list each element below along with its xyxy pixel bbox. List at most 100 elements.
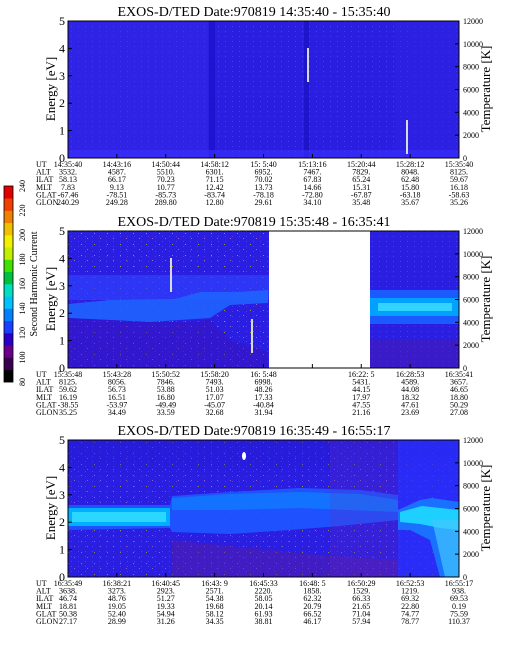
table-cell: 54.38 [206, 594, 224, 603]
table-cell: 1529. [352, 587, 370, 596]
table-cell: 1219. [401, 587, 419, 596]
table-cell: 15:35:48 [54, 370, 82, 379]
table-cell: 34.49 [108, 408, 126, 417]
panel-3-ylabel: Energy [eV] [43, 476, 58, 540]
panel-3-y2label: Temperature [K] [478, 465, 493, 552]
table-cell: 32.68 [206, 408, 224, 417]
table-cell: 15: 5:40 [250, 160, 276, 169]
ytick-label: 0 [59, 151, 65, 165]
table-cell: 8048. [401, 168, 419, 177]
table-cell: 5510. [157, 168, 175, 177]
colorbar-swatches [4, 186, 13, 383]
table-cell: 289.80 [155, 198, 177, 207]
row-label: ILAT [36, 594, 53, 603]
table-cell: 44.08 [401, 385, 419, 394]
table-cell: 35.67 [401, 198, 419, 207]
table-cell: 16.80 [157, 393, 175, 402]
table-cell: 2923. [157, 587, 175, 596]
table-cell: 12.42 [206, 183, 224, 192]
table-cell: -38.55 [58, 400, 79, 409]
table-cell: 35.48 [352, 198, 370, 207]
table-cell: -85.73 [155, 190, 176, 199]
table-cell: 4589. [401, 378, 419, 387]
row-label: ILAT [36, 385, 53, 394]
table-cell: 74.77 [401, 609, 419, 618]
table-cell: 65.24 [352, 175, 370, 184]
colorbar-swatch [4, 320, 13, 334]
table-cell: 48.26 [255, 385, 273, 394]
y2tick-label: 6000 [463, 296, 479, 305]
y2tick-label: 4000 [463, 527, 479, 536]
table-cell: 240.29 [57, 198, 79, 207]
table-cell: 31.26 [157, 617, 175, 626]
row-label: UT [36, 579, 47, 588]
row-label: ALT [36, 168, 51, 177]
panel-2: EXOS-D/TED Date:970819 15:35:48 - 16:35:… [36, 215, 493, 417]
ytick-label: 4 [59, 41, 65, 55]
table-cell: 3532. [59, 168, 77, 177]
table-cell: 21.16 [352, 408, 370, 417]
colorbar-tick-label: 180 [18, 254, 27, 266]
row-label: MLT [36, 602, 52, 611]
table-cell: -49.49 [155, 400, 176, 409]
colorbar-tick-label: 120 [18, 327, 27, 339]
table-cell: 47.61 [401, 400, 419, 409]
panel-1-xticks [67, 154, 460, 158]
table-cell: 33.59 [157, 408, 175, 417]
colorbar-swatch [4, 186, 13, 199]
colorbar-swatch [4, 259, 13, 273]
colorbar-swatch [4, 247, 13, 260]
table-cell: 35.25 [59, 408, 77, 417]
y2tick-label: 10000 [463, 40, 483, 49]
colorbar-swatch [4, 284, 13, 297]
colorbar-tick-label: 240 [18, 180, 27, 192]
panel-2-y2ticks: 0 2000 4000 6000 8000 10000 12000 [455, 227, 483, 373]
table-cell: 15.80 [401, 183, 419, 192]
table-cell: 13.73 [255, 183, 273, 192]
row-label: GLON [36, 198, 58, 207]
table-cell: 71.15 [206, 175, 224, 184]
panel-1-trace-b [406, 120, 408, 154]
row-label: MLT [36, 183, 52, 192]
ytick-label: 3 [59, 488, 65, 502]
table-cell: 16:55:17 [445, 579, 473, 588]
table-cell: 10.77 [157, 183, 175, 192]
table-cell: 16:43: 9 [201, 579, 227, 588]
table-cell: 44.15 [352, 385, 370, 394]
table-cell: 2571. [206, 587, 224, 596]
table-cell: 53.88 [157, 385, 175, 394]
panel-3-plot-area [67, 439, 460, 578]
table-cell: 14:58:12 [200, 160, 228, 169]
table-cell: 69.32 [401, 594, 419, 603]
ytick-label: 5 [59, 224, 65, 238]
table-cell: -78.18 [253, 190, 274, 199]
colorbar-swatch [4, 271, 13, 285]
y2tick-label: 8000 [463, 482, 479, 491]
table-cell: 62.48 [401, 175, 419, 184]
y2tick-label: 12000 [463, 436, 483, 445]
panel-2-trace-b [251, 319, 253, 353]
panel-1-yticks: 0 1 2 3 4 5 [59, 14, 72, 165]
table-cell: 61.93 [255, 609, 273, 618]
table-cell: 34.10 [303, 198, 321, 207]
ytick-label: 1 [59, 124, 65, 138]
table-cell: 3273. [108, 587, 126, 596]
ytick-label: 3 [59, 279, 65, 293]
panel-1-y2ticks: 0 2000 4000 6000 8000 10000 12000 [455, 17, 483, 163]
table-cell: 16.19 [59, 393, 77, 402]
y2tick-label: 4000 [463, 318, 479, 327]
table-cell: 16:35:41 [445, 370, 473, 379]
table-cell: 46.17 [303, 617, 321, 626]
ytick-label: 3 [59, 69, 65, 83]
table-cell: -53.97 [107, 400, 128, 409]
colorbar-swatch [4, 210, 13, 224]
panel-1-ylabel: Energy [eV] [43, 57, 58, 121]
ytick-label: 4 [59, 251, 65, 265]
table-cell: 51.27 [157, 594, 175, 603]
table-cell: 21.65 [352, 602, 370, 611]
table-cell: 15:43:28 [103, 370, 131, 379]
table-cell: 58.05 [255, 594, 273, 603]
table-cell: 938. [452, 587, 466, 596]
table-cell: 57.94 [352, 617, 370, 626]
